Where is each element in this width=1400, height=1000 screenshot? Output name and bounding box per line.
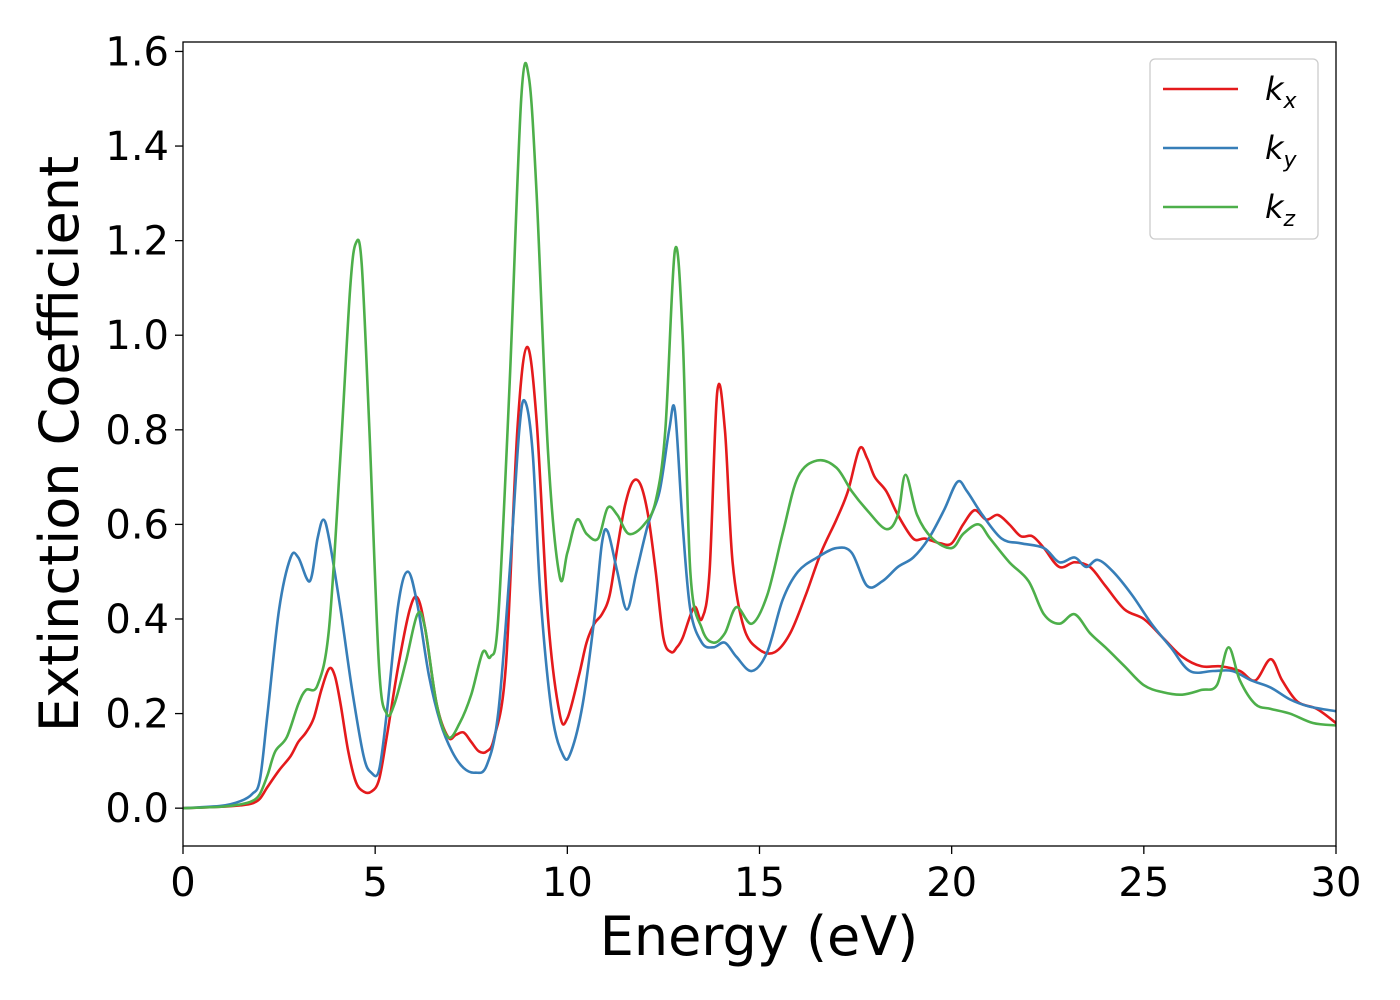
axis-ticks: 0 5 10 15 20 25 30 0.0 0.2 0.4 0.6 0.8 1.0 1.2 1.4 1.6 — [105, 29, 1361, 906]
y-tick-label: 1.4 — [105, 124, 169, 170]
y-tick-label: 0.6 — [105, 502, 169, 548]
y-axis-label: Extinction Coefficient — [28, 156, 91, 732]
legend-label-ky: ky — [1265, 129, 1298, 173]
y-tick-label: 0.0 — [105, 786, 169, 832]
series-line-kx — [183, 345, 1336, 810]
y-tick-label: 0.4 — [105, 597, 169, 643]
legend-label-kx: kx — [1265, 70, 1298, 114]
x-tick-label: 20 — [926, 860, 977, 906]
x-tick-label: 25 — [1118, 860, 1169, 906]
y-tick-label: 1.0 — [105, 313, 169, 359]
plot-frame — [182, 41, 1337, 847]
x-axis-label: Energy (eV) — [600, 905, 919, 968]
x-tick-label: 30 — [1311, 860, 1362, 906]
y-tick-label: 0.8 — [105, 408, 169, 454]
x-tick-label: 5 — [362, 860, 387, 906]
legend-label-base: k — [1265, 129, 1285, 167]
series-layer — [183, 61, 1336, 810]
y-tick-label: 1.2 — [105, 219, 169, 265]
series-line-ky — [183, 398, 1336, 810]
y-tick-label: 1.6 — [105, 29, 169, 75]
x-tick-label: 15 — [734, 860, 785, 906]
legend-label-base: k — [1265, 188, 1285, 226]
legend-label-subscript: z — [1283, 207, 1296, 232]
y-tick-label: 0.2 — [105, 692, 169, 738]
legend-label-base: k — [1265, 70, 1285, 108]
legend-label-subscript: x — [1283, 89, 1298, 114]
x-tick-label: 10 — [542, 860, 593, 906]
x-tick-label: 0 — [170, 860, 195, 906]
legend-label-subscript: y — [1283, 148, 1298, 173]
series-line-kz — [183, 61, 1336, 810]
legend-label-kz: kz — [1265, 188, 1296, 232]
